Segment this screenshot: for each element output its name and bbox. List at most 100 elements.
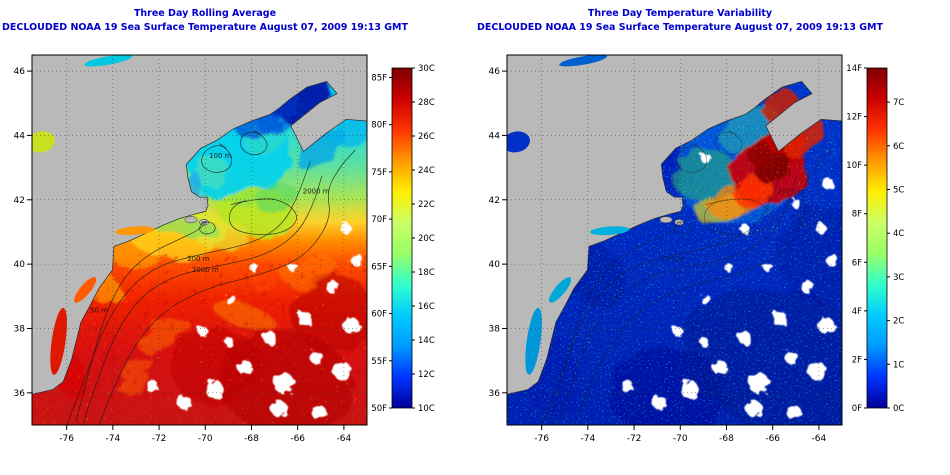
colorbar-fahrenheit-label: 4F: [852, 307, 862, 317]
colorbar-fahrenheit-label: 85F: [371, 73, 387, 83]
y-tick-label: 36: [14, 389, 26, 399]
colorbar: 85F 80F 75F 70F 65F 60F 55F 50F 30C 28C 26C 24C 22C 2…: [371, 64, 435, 414]
cloud-mask-layer: [620, 129, 839, 420]
colorbar-fahrenheit-label: 80F: [371, 121, 387, 131]
axis-layer: -76 -74 -72 -70 -68 -66 -64 46 44 42 40 38 36: [14, 67, 352, 444]
inland-waterbody: [525, 307, 542, 375]
inland-waterbody: [115, 226, 155, 236]
grid-layer: [507, 55, 842, 425]
map-frame: [31, 54, 368, 426]
inland-waterbody: [74, 277, 97, 303]
colorbar-celsius-label: 22C: [418, 200, 435, 210]
colorbar-celsius-label: 30C: [418, 64, 435, 74]
panel-title-average: Three Day Rolling Average: [134, 8, 276, 19]
inland-waterbody: [84, 55, 133, 67]
x-tick-label: -72: [152, 434, 167, 444]
colorbar-celsius-label: 7C: [893, 98, 904, 108]
colorbar-fahrenheit-label: 55F: [371, 357, 387, 367]
colorbar-celsius-label: 28C: [418, 98, 435, 108]
panel-title-variability: Three Day Temperature Variability: [588, 8, 773, 19]
grid-layer: [32, 55, 367, 425]
inland-waterbody: [507, 131, 530, 153]
x-tick-label: -76: [59, 434, 74, 444]
x-tick-label: -74: [581, 434, 596, 444]
colorbar-celsius-label: 10C: [418, 404, 435, 414]
map-svg-variability: Three Day Temperature Variability DECLOU…: [477, 8, 904, 444]
y-tick-label: 44: [14, 131, 26, 141]
colorbar-celsius-label: 18C: [418, 268, 435, 278]
cloud-mask-layer: [145, 223, 364, 420]
colorbar: 14F 12F 10F 8F 6F 4F 2F 0F 7C 6C 5C 4C 3C 2C 1C 0C: [846, 64, 904, 414]
colorbar-fahrenheit-label: 12F: [846, 113, 862, 123]
panel-subtitle-average: DECLOUDED NOAA 19 Sea Surface Temperatur…: [2, 22, 408, 33]
colorbar-fahrenheit-label: 75F: [371, 168, 387, 178]
panel-subtitle-variability: DECLOUDED NOAA 19 Sea Surface Temperatur…: [477, 22, 883, 33]
y-tick-label: 40: [14, 260, 26, 270]
colorbar-fahrenheit-label: 60F: [371, 310, 387, 320]
land-layer: [507, 55, 842, 395]
map-plot-variability: 200 m 2000 m -76 -74 -72 -70 -68 -66 -64 46 44 42 40…: [489, 54, 904, 444]
colorbar-celsius-label: 0C: [893, 404, 904, 414]
colorbar-gradient: [391, 67, 413, 409]
colorbar-gradient: [866, 67, 888, 409]
colorbar-celsius-label: 3C: [893, 273, 904, 283]
contour-label: 100 m: [209, 152, 232, 160]
x-tick-label: -76: [534, 434, 549, 444]
axis-layer: -76 -74 -72 -70 -68 -66 -64 46 44 42 40 38 36: [489, 67, 827, 444]
y-tick-label: 42: [14, 196, 25, 206]
contour-label: 200 m: [187, 255, 210, 263]
inland-waterbody: [590, 226, 630, 236]
inland-waterbody: [32, 131, 55, 153]
map-plot-average: 50 m 200 m 100 m 1000 m 2000 m -76 -74 -72 -70 -6…: [14, 54, 435, 444]
y-tick-label: 38: [14, 324, 26, 334]
x-tick-label: -74: [106, 434, 121, 444]
x-tick-label: -72: [627, 434, 642, 444]
bathymetry-contours: 200 m 2000 m: [541, 130, 831, 425]
colorbar-celsius-label: 4C: [893, 229, 904, 239]
contour-label: 2000 m: [778, 187, 805, 195]
colorbar-fahrenheit-label: 8F: [852, 210, 862, 220]
colorbar-celsius-label: 24C: [418, 166, 435, 176]
colorbar-celsius-label: 2C: [893, 317, 904, 327]
island: [659, 216, 673, 224]
colorbar-fahrenheit-label: 0F: [852, 404, 862, 414]
bathymetry-contours: 50 m 200 m 100 m 1000 m 2000 m: [66, 130, 356, 425]
contour-label: 1000 m: [192, 266, 219, 274]
colorbar-celsius-label: 26C: [418, 132, 435, 142]
colorbar-celsius-label: 12C: [418, 370, 435, 380]
x-tick-label: -68: [719, 434, 734, 444]
colorbar-fahrenheit-label: 14F: [846, 64, 862, 74]
contour-label: 50 m: [90, 306, 108, 314]
colorbar-celsius-label: 20C: [418, 234, 435, 244]
contour-label: 2000 m: [303, 187, 330, 195]
y-tick-label: 46: [14, 67, 26, 77]
y-tick-label: 44: [489, 131, 501, 141]
x-tick-label: -70: [673, 434, 688, 444]
x-tick-label: -64: [812, 434, 827, 444]
map-frame: [506, 54, 843, 426]
colorbar-celsius-label: 1C: [893, 360, 904, 370]
y-tick-label: 38: [489, 324, 501, 334]
colorbar-celsius-label: 16C: [418, 302, 435, 312]
x-tick-label: -66: [765, 434, 780, 444]
panel-three-day-average: Three Day Rolling Average DECLOUDED NOAA…: [2, 8, 435, 444]
colorbar-celsius-label: 14C: [418, 336, 435, 346]
x-tick-label: -68: [244, 434, 259, 444]
y-tick-label: 42: [489, 196, 500, 206]
y-tick-label: 46: [489, 67, 501, 77]
panel-three-day-variability: Three Day Temperature Variability DECLOU…: [475, 0, 950, 475]
map-svg-average: Three Day Rolling Average DECLOUDED NOAA…: [2, 8, 435, 444]
x-tick-label: -70: [198, 434, 213, 444]
y-tick-label: 40: [489, 260, 501, 270]
x-tick-label: -66: [290, 434, 305, 444]
colorbar-fahrenheit-label: 10F: [846, 161, 862, 171]
contour-label: 200 m: [662, 255, 685, 263]
colorbar-celsius-label: 5C: [893, 185, 904, 195]
colorbar-fahrenheit-label: 70F: [371, 215, 387, 225]
colorbar-fahrenheit-label: 2F: [852, 355, 862, 365]
island: [184, 216, 198, 224]
inland-waterbody: [559, 55, 608, 67]
colorbar-fahrenheit-label: 50F: [371, 404, 387, 414]
inland-waterbody: [50, 307, 67, 375]
